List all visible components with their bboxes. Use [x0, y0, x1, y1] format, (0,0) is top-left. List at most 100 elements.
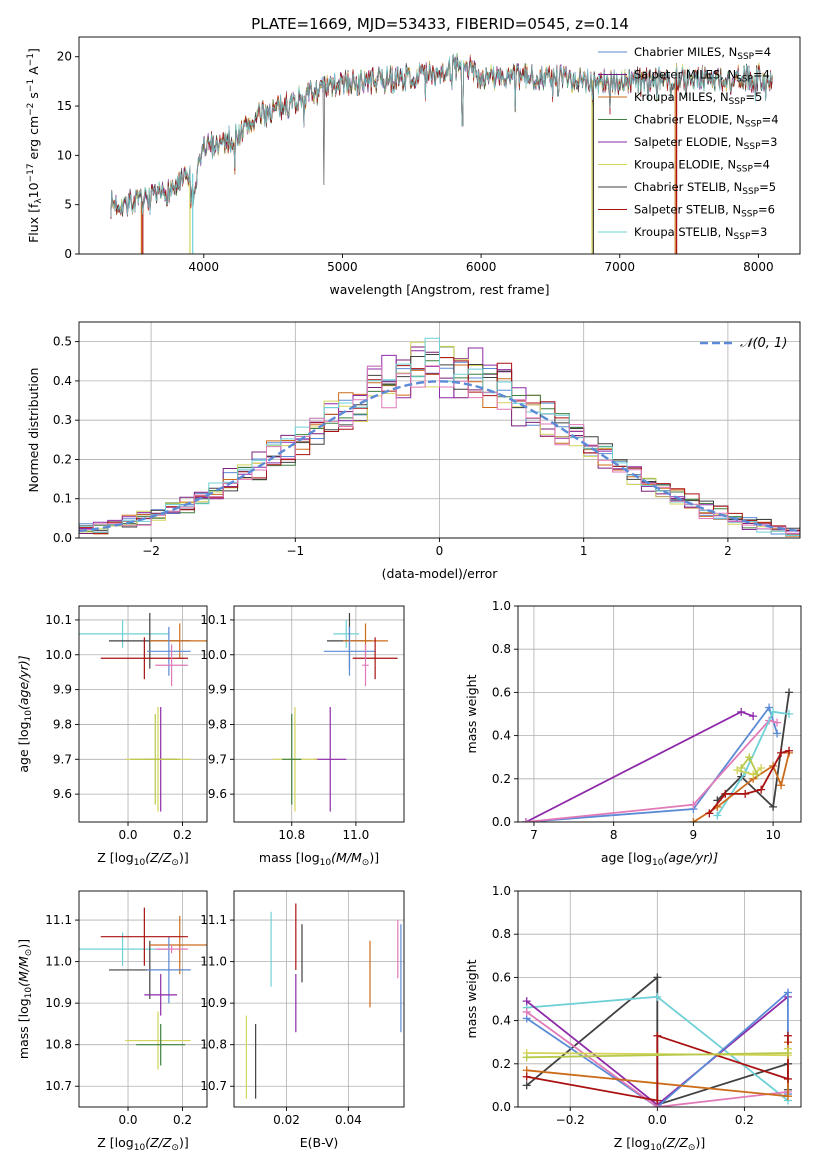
- tick-label-y: 0.2: [492, 772, 511, 786]
- tick-label-x: 8: [610, 828, 618, 842]
- axes-frame: [78, 36, 801, 255]
- axes-frame: [517, 890, 802, 1108]
- tick-label-x: −1: [286, 544, 304, 558]
- label-part: Chabrier ELODIE, N: [634, 113, 745, 127]
- age-mass-panel: 10.8 11.0 9.6 9.7 9.8 9.9 10.0 10.1 mass [log10(…: [200, 605, 405, 868]
- age-z-panel: 0.0 0.29.69.79.89.910.010.1Z [log10(Z/Z⊙)…: [16, 605, 208, 868]
- label-part: =4: [762, 113, 779, 127]
- weight-marker: [785, 710, 794, 718]
- label-part: 10: [134, 1143, 146, 1153]
- tick-label-x: −2: [142, 544, 160, 558]
- tick-label-x: 0.2: [173, 1113, 192, 1127]
- label-part: Z [log: [97, 850, 133, 865]
- axes-frame: [78, 605, 208, 823]
- plot-area: [79, 612, 207, 812]
- tick-label-y: 0.2: [492, 1057, 511, 1071]
- weight-marker: [783, 1049, 792, 1057]
- label-part: Salpeter MILES, N: [634, 68, 736, 82]
- tick-label-x: 4000: [189, 260, 220, 274]
- tick-label-y: 0.4: [492, 729, 511, 743]
- label-part: (M/M: [16, 956, 31, 987]
- spectrum-line: [110, 57, 773, 220]
- tick-label-y: 9.7: [53, 752, 72, 766]
- weight-marker: [773, 729, 782, 738]
- axis-label-x: (data-model)/error: [382, 566, 499, 581]
- legend-entry: Chabrier STELIB, NSSP=5: [634, 180, 776, 197]
- weight-marker: [757, 785, 766, 794]
- label-part: )]: [179, 1135, 189, 1150]
- weight-marker: [653, 1031, 662, 1040]
- tick-label-y: 9.9: [208, 683, 227, 697]
- label-part: SSP: [742, 187, 759, 197]
- label-part: (Z/Z: [145, 1135, 172, 1150]
- axes-frame: [233, 605, 405, 823]
- axis-label-x: Z [log10(Z/Z⊙)]: [97, 1135, 188, 1153]
- label-part: SSP: [734, 232, 751, 242]
- label-part: SSP: [741, 210, 758, 220]
- weight-marker: [737, 707, 746, 716]
- axis-label-x: wavelength [Angstrom, rest frame]: [329, 282, 549, 297]
- label-part: λ: [34, 198, 44, 204]
- label-part: (M/M: [331, 850, 362, 865]
- label-part: −17: [26, 163, 36, 182]
- label-part: Chabrier MILES, N: [634, 45, 737, 59]
- weight-line: [525, 719, 778, 822]
- weight-marker: [765, 703, 774, 712]
- tick-label-y: 0.5: [53, 335, 72, 349]
- weight-line: [716, 692, 790, 809]
- label-part: Z [log: [614, 1135, 650, 1150]
- label-part: =5: [745, 90, 762, 104]
- weight-marker: [783, 988, 792, 997]
- label-part: s: [26, 92, 41, 103]
- tick-label-y: 5: [64, 198, 72, 212]
- weight-marker: [689, 800, 698, 809]
- spectrum-panel: 4000 5000 6000 7000 8000 0 5 10 15 20 wavelength […: [26, 36, 801, 297]
- tick-label-y: 0.3: [53, 413, 72, 427]
- legend-entry: Kroupa STELIB, NSSP=3: [634, 225, 767, 242]
- label-part: ⊙: [171, 858, 179, 868]
- tick-label-x: 9: [690, 828, 698, 842]
- weight-marker: [753, 770, 762, 779]
- tick-label-y: 10.9: [200, 996, 227, 1010]
- label-part: Kroupa STELIB, N: [634, 225, 734, 239]
- label-part: 10: [652, 858, 664, 868]
- weight-z-panel: −0.2 0.0 0.2 0.0 0.2 0.4 0.6 0.8 1.0 Z [log10(Z/Z…: [464, 884, 802, 1153]
- label-part: Chabrier STELIB, N: [634, 180, 742, 194]
- weight-marker: [522, 997, 531, 1006]
- weight-marker: [653, 992, 662, 1001]
- tick-label-y: 1.0: [492, 599, 511, 613]
- label-part: 10: [26, 182, 41, 198]
- tick-label-y: 9.7: [208, 752, 227, 766]
- weight-marker: [769, 707, 778, 716]
- weight-marker: [653, 973, 662, 982]
- weight-marker: [741, 789, 750, 798]
- mass-ebv-panel: 0.02 0.04 10.7 10.8 10.9 11.0 11.1 E(B-V): [200, 890, 405, 1150]
- axis-label-y: mass weight: [464, 959, 479, 1038]
- label-part: Flux [f: [26, 203, 41, 243]
- tick-label-y: 10.8: [200, 1038, 227, 1052]
- tick-label-x: 0.0: [648, 1113, 667, 1127]
- label-part: 10: [134, 858, 146, 868]
- label-part: −2: [26, 103, 36, 116]
- mass-z-panel: 0.0 0.210.710.810.911.011.1Z [log10(Z/Z⊙)…: [16, 890, 208, 1153]
- weight-marker: [522, 1072, 531, 1081]
- tick-label-y: 0.6: [492, 685, 511, 699]
- label-part: SSP: [729, 97, 746, 107]
- plot-area: [272, 612, 398, 812]
- tick-label-y: 0.6: [492, 970, 511, 984]
- label-part: mass [log: [259, 850, 320, 865]
- axis-label-y: mass weight: [464, 674, 479, 753]
- axis-label-y: Normed distribution: [26, 368, 41, 493]
- tick-label-y: 0.2: [53, 452, 72, 466]
- label-part: =6: [758, 203, 775, 217]
- weight-marker: [745, 753, 754, 762]
- tick-label-y: 20: [57, 50, 72, 64]
- tick-label-y: 0.0: [53, 531, 72, 545]
- label-part: )]: [369, 850, 379, 865]
- label-part: =4: [754, 45, 771, 59]
- tick-label-x: 0.0: [118, 1113, 137, 1127]
- tick-label-y: 11.1: [200, 913, 227, 927]
- weight-marker: [705, 809, 714, 818]
- tick-label-x: 10.8: [278, 828, 305, 842]
